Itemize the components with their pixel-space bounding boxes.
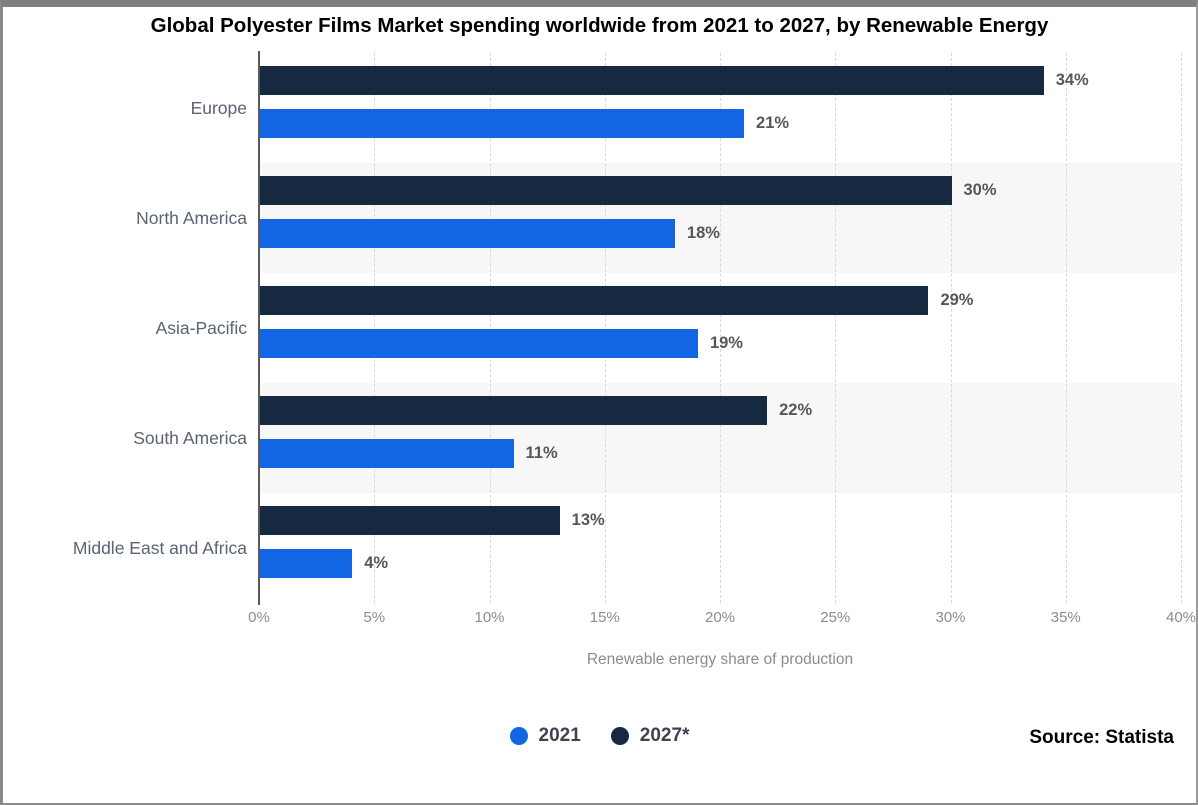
bar-2027-south-america <box>260 396 768 425</box>
value-label: 34% <box>1055 71 1089 89</box>
value-label: 22% <box>779 401 813 419</box>
gridline <box>1065 53 1067 603</box>
gridline <box>604 53 606 603</box>
category-label-south-america: South America <box>133 427 247 448</box>
x-tick-label: 0% <box>248 609 270 626</box>
x-tick-label: 10% <box>474 609 505 626</box>
gridline <box>835 53 837 603</box>
gridline <box>950 53 952 603</box>
x-tick-label: 5% <box>363 609 386 626</box>
bar-2027-middle-east-and-africa <box>260 506 560 535</box>
x-tick-label: 20% <box>704 609 736 626</box>
gridline <box>489 53 491 603</box>
category-label-north-america: North America <box>136 207 247 228</box>
value-label: 19% <box>709 334 743 352</box>
legend-dot-icon <box>509 727 528 745</box>
chart-title: Global Polyester Films Market spending w… <box>150 14 1049 37</box>
y-axis-line <box>258 51 260 605</box>
bar-group-middle-east-and-africa: 13% 4% <box>259 493 1181 603</box>
value-label: 21% <box>756 114 790 132</box>
plot-area: 34% 21% 30% 18% 29% 19% 22% 11% 13% 4% <box>258 51 1182 605</box>
legend: 2021 2027* <box>3 725 1196 747</box>
bar-2027-north-america <box>260 176 952 205</box>
gridline <box>1181 53 1182 603</box>
bar-2021-middle-east-and-africa <box>260 549 353 578</box>
value-label: 29% <box>940 291 974 309</box>
category-label-asia-pacific: Asia-Pacific <box>155 317 247 338</box>
value-label: 18% <box>686 224 720 242</box>
gridline <box>720 53 721 603</box>
value-label: 13% <box>571 511 605 529</box>
source-text: Source: Statista <box>1029 727 1174 748</box>
x-axis-title: Renewable energy share of production <box>586 651 854 668</box>
category-label-europe: Europe <box>190 97 247 118</box>
legend-item-2027: 2027* <box>610 725 690 747</box>
bar-group-europe: 34% 21% <box>259 53 1181 163</box>
category-label-middle-east-and-africa: Middle East and Africa <box>72 537 247 558</box>
bar-group-south-america: 22% 11% <box>259 383 1181 493</box>
bar-2021-asia-pacific <box>260 329 698 358</box>
value-label: 4% <box>364 554 389 572</box>
category-axis: Europe North America Asia-Pacific South Ame… <box>3 53 247 603</box>
bar-2021-europe <box>260 109 745 138</box>
x-tick-label: 15% <box>589 609 620 626</box>
bar-group-north-america: 30% 18% <box>259 163 1181 273</box>
value-label: 30% <box>963 181 997 199</box>
value-label: 11% <box>525 444 558 462</box>
legend-label: 2027* <box>639 725 690 746</box>
legend-label: 2021 <box>538 725 581 746</box>
bar-2027-europe <box>260 66 1044 95</box>
gridline <box>374 53 376 603</box>
legend-item-2021: 2021 <box>509 725 581 747</box>
x-tick-label: 25% <box>820 609 851 626</box>
legend-dot-icon <box>610 727 629 745</box>
x-tick-label: 35% <box>1050 609 1081 626</box>
bar-2027-asia-pacific <box>260 286 929 315</box>
bar-2021-south-america <box>260 439 514 468</box>
bar-2021-north-america <box>260 219 675 248</box>
x-tick-label: 40% <box>1165 609 1197 626</box>
x-tick-label: 30% <box>935 609 966 626</box>
x-axis-ticks: 0% 5% 10% 15% 20% 25% 30% 35% 40% <box>3 609 1196 631</box>
bar-group-asia-pacific: 29% 19% <box>259 273 1181 383</box>
